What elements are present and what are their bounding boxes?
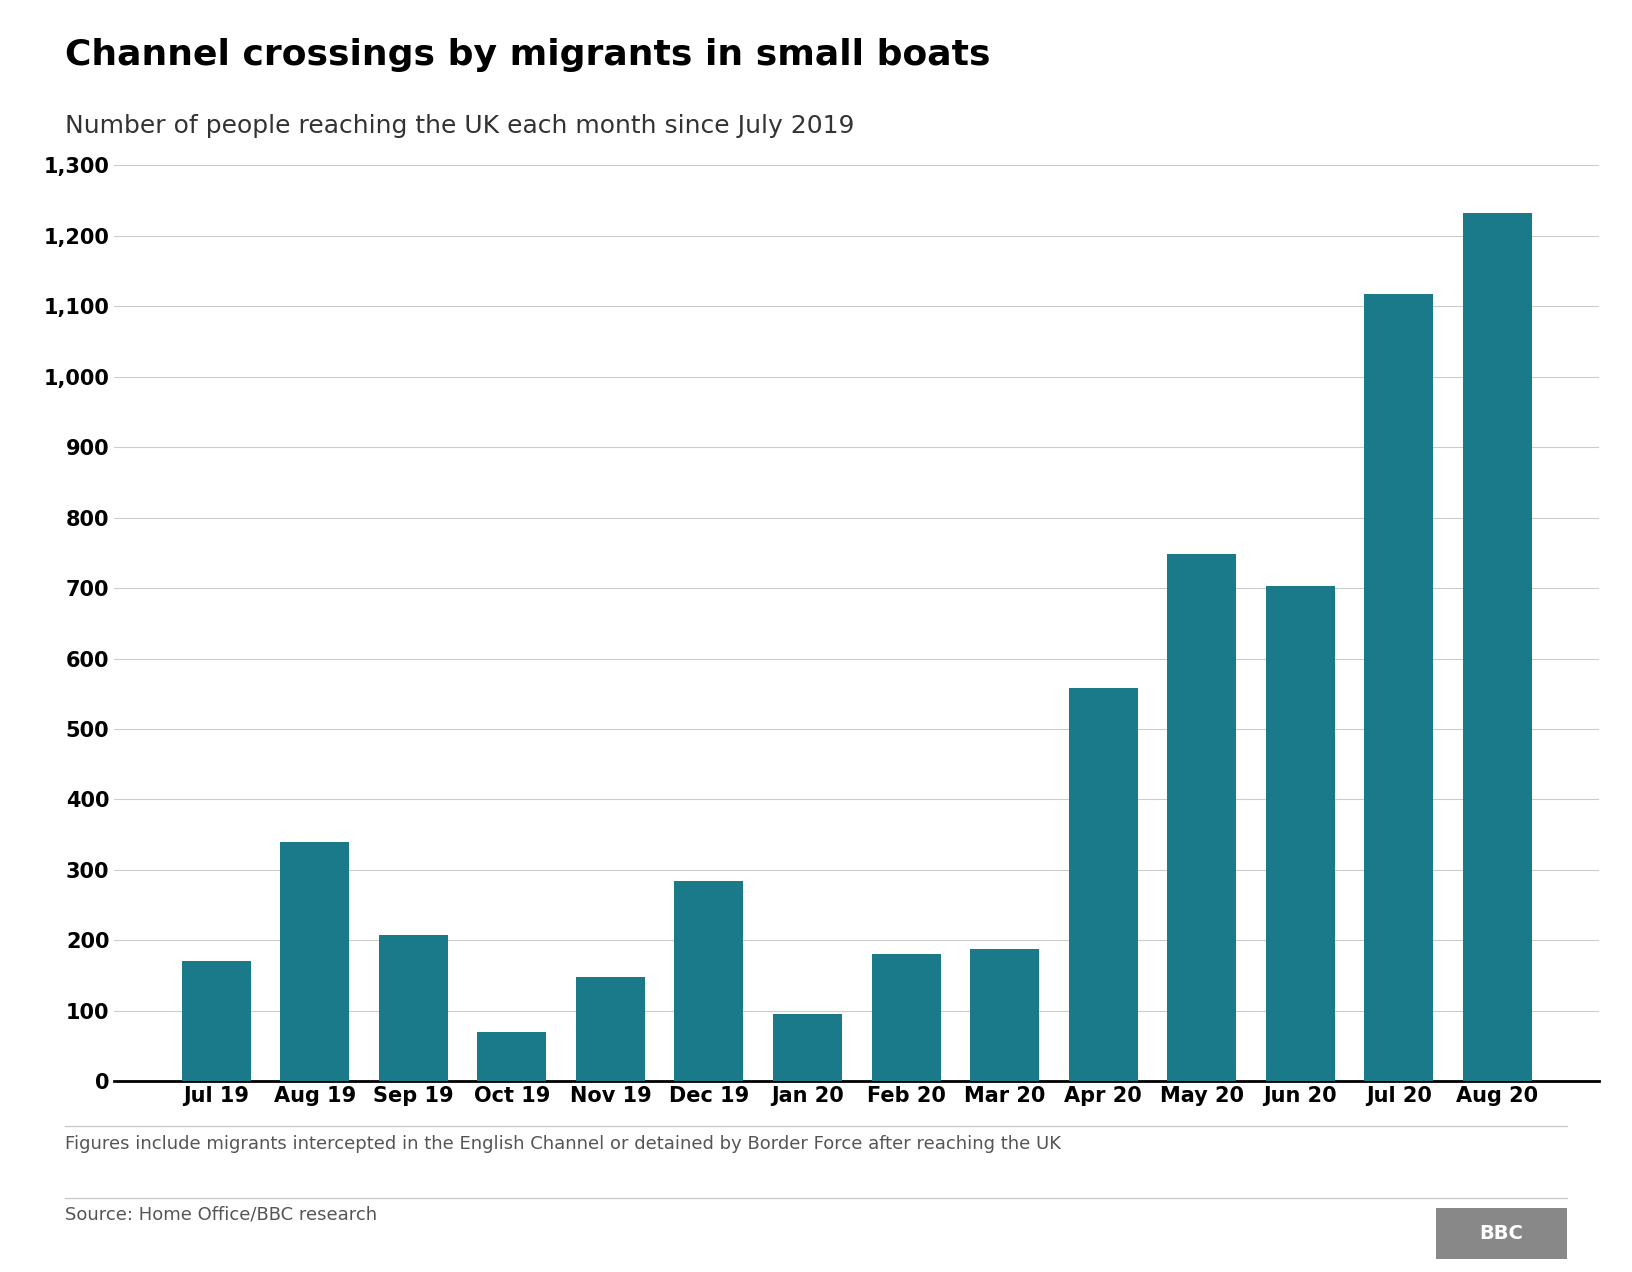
Bar (1266, 586, 1335, 1081)
Bar (281, 842, 349, 1081)
Bar (181, 962, 251, 1081)
Bar (478, 1032, 547, 1081)
Bar (1364, 294, 1433, 1081)
Bar (1069, 688, 1138, 1081)
Text: Channel crossings by migrants in small boats: Channel crossings by migrants in small b… (65, 38, 991, 73)
Bar (576, 977, 645, 1081)
Text: Source: Home Office/BBC research: Source: Home Office/BBC research (65, 1206, 377, 1224)
Bar (1462, 212, 1532, 1081)
Bar (969, 949, 1040, 1081)
Text: Number of people reaching the UK each month since July 2019: Number of people reaching the UK each mo… (65, 114, 855, 139)
Bar (1167, 553, 1235, 1081)
Bar (379, 935, 447, 1081)
Bar (871, 954, 940, 1081)
Bar (674, 881, 744, 1081)
Bar (774, 1014, 842, 1081)
Text: BBC: BBC (1480, 1225, 1523, 1243)
Text: Figures include migrants intercepted in the English Channel or detained by Borde: Figures include migrants intercepted in … (65, 1135, 1061, 1152)
